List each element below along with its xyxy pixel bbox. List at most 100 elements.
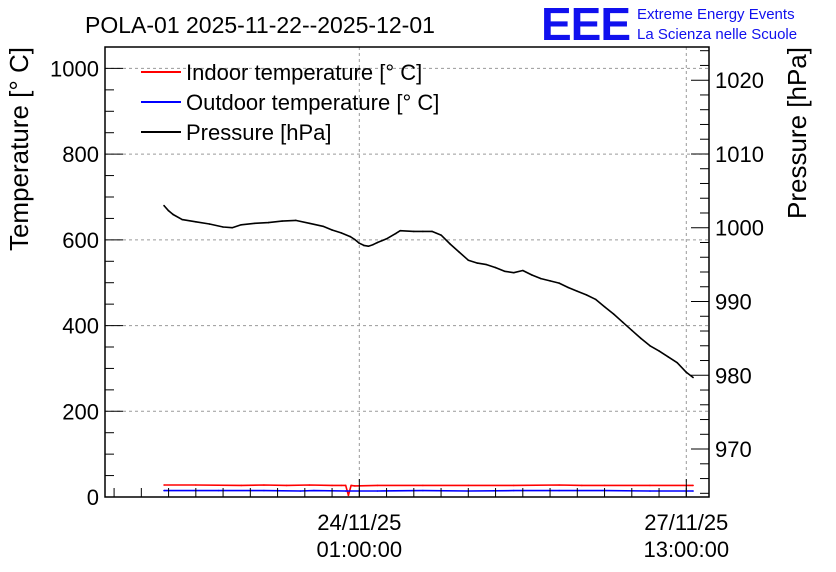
data-point-pressure xyxy=(358,242,361,245)
data-point-pressure xyxy=(558,282,560,284)
data-point-indoor-temperature xyxy=(240,484,243,487)
data-point-indoor-temperature xyxy=(350,484,352,487)
data-point-pressure xyxy=(163,204,165,207)
y-axis-right-label: Pressure [hPa] xyxy=(782,47,812,219)
data-point-pressure xyxy=(685,371,688,374)
right-axis: 970 980 990 1000 1010 1020 xyxy=(691,50,764,494)
data-point-indoor-temperature xyxy=(353,485,356,487)
data-point-indoor-temperature xyxy=(512,484,515,487)
data-point-pressure xyxy=(172,213,174,216)
data-point-indoor-temperature xyxy=(163,484,165,486)
eee-logo: EEE Extreme Energy Events La Scienza nel… xyxy=(541,0,797,50)
legend-label-pressure: Pressure [hPa] xyxy=(186,120,332,145)
data-point-indoor-temperature xyxy=(285,484,288,487)
data-point-pressure xyxy=(449,243,451,245)
data-point-indoor-temperature xyxy=(558,484,560,486)
data-point-pressure xyxy=(195,221,197,223)
left-tick-label: 800 xyxy=(62,142,99,167)
data-point-outdoor-temperature xyxy=(512,489,515,492)
data-point-pressure xyxy=(394,232,397,235)
y-axis-left-label: Temperature [° C] xyxy=(4,47,34,251)
data-point-pressure xyxy=(231,226,233,229)
data-point-indoor-temperature xyxy=(649,484,651,487)
left-tick-label: 0 xyxy=(87,485,99,510)
legend: Indoor temperature [° C] Outdoor tempera… xyxy=(141,60,439,145)
right-tick-label: 1020 xyxy=(715,68,764,93)
data-point-pressure xyxy=(612,313,615,315)
data-point-pressure xyxy=(376,241,379,244)
data-point-indoor-temperature xyxy=(692,484,694,487)
eee-logo-mark: EEE xyxy=(541,0,630,50)
data-point-outdoor-temperature xyxy=(376,490,379,492)
data-point-indoor-temperature xyxy=(195,484,197,486)
data-point-pressure xyxy=(308,222,311,225)
data-point-indoor-temperature xyxy=(467,484,470,487)
series-line-pressure xyxy=(163,205,694,379)
data-point-pressure xyxy=(363,244,365,247)
left-tick-label: 200 xyxy=(62,399,99,424)
data-point-pressure xyxy=(522,269,524,272)
data-point-pressure xyxy=(353,238,356,241)
data-point-indoor-temperature xyxy=(263,484,265,486)
data-point-indoor-temperature xyxy=(347,494,350,497)
data-point-pressure xyxy=(281,220,283,222)
legend-label-outdoor: Outdoor temperature [° C] xyxy=(186,90,439,115)
data-point-pressure xyxy=(208,223,211,225)
data-point-pressure xyxy=(503,270,506,273)
data-point-pressure xyxy=(512,271,515,274)
data-point-indoor-temperature xyxy=(422,484,424,487)
data-point-pressure xyxy=(603,305,606,308)
data-point-pressure xyxy=(240,223,243,226)
data-point-pressure xyxy=(476,262,479,264)
data-point-pressure xyxy=(254,222,256,225)
data-point-pressure xyxy=(594,298,597,301)
data-point-pressure xyxy=(467,259,470,261)
data-point-pressure xyxy=(222,226,224,228)
left-axis: 0 200 400 600 800 1000 xyxy=(50,46,123,510)
left-tick-label: 600 xyxy=(62,228,99,253)
data-point-pressure xyxy=(531,274,533,276)
data-point-outdoor-temperature xyxy=(217,489,220,492)
data-point-pressure xyxy=(399,229,401,232)
right-tick-label: 1010 xyxy=(715,142,764,167)
x-tick-label-time: 13:00:00 xyxy=(643,537,729,562)
data-point-outdoor-temperature xyxy=(422,489,424,492)
data-point-pressure xyxy=(667,356,669,358)
data-point-pressure xyxy=(372,243,374,246)
data-point-pressure xyxy=(422,230,424,233)
left-tick-label: 1000 xyxy=(50,56,99,81)
chart-title: POLA-01 2025-11-22--2025-12-01 xyxy=(85,12,435,38)
data-point-pressure xyxy=(585,294,588,296)
left-tick-label: 400 xyxy=(62,314,99,339)
data-point-pressure xyxy=(676,361,679,364)
right-tick-label: 990 xyxy=(715,290,752,315)
data-point-pressure xyxy=(294,219,297,222)
data-point-indoor-temperature xyxy=(376,484,379,487)
eee-logo-line1: Extreme Energy Events xyxy=(637,6,795,23)
data-point-pressure xyxy=(458,251,461,253)
data-point-pressure xyxy=(349,235,352,238)
data-point-outdoor-temperature xyxy=(163,489,165,492)
grid-layer xyxy=(105,47,709,497)
data-point-outdoor-temperature xyxy=(263,489,265,492)
data-point-pressure xyxy=(440,234,442,236)
data-point-pressure xyxy=(630,329,633,332)
data-point-pressure xyxy=(413,230,415,233)
data-point-pressure xyxy=(322,225,324,228)
data-point-indoor-temperature xyxy=(331,484,333,487)
series-layer xyxy=(163,204,694,497)
data-point-outdoor-temperature xyxy=(344,490,347,492)
data-point-pressure xyxy=(181,218,184,221)
data-point-outdoor-temperature xyxy=(692,490,694,492)
right-tick-label: 970 xyxy=(715,437,752,462)
data-point-pressure xyxy=(494,266,497,269)
right-tick-label: 980 xyxy=(715,363,752,388)
data-point-indoor-temperature xyxy=(344,484,347,487)
data-point-indoor-temperature xyxy=(308,484,311,486)
data-point-pressure xyxy=(567,286,570,289)
data-point-pressure xyxy=(340,232,342,234)
x-tick-label-date: 27/11/25 xyxy=(644,510,728,535)
data-point-pressure xyxy=(267,221,270,224)
